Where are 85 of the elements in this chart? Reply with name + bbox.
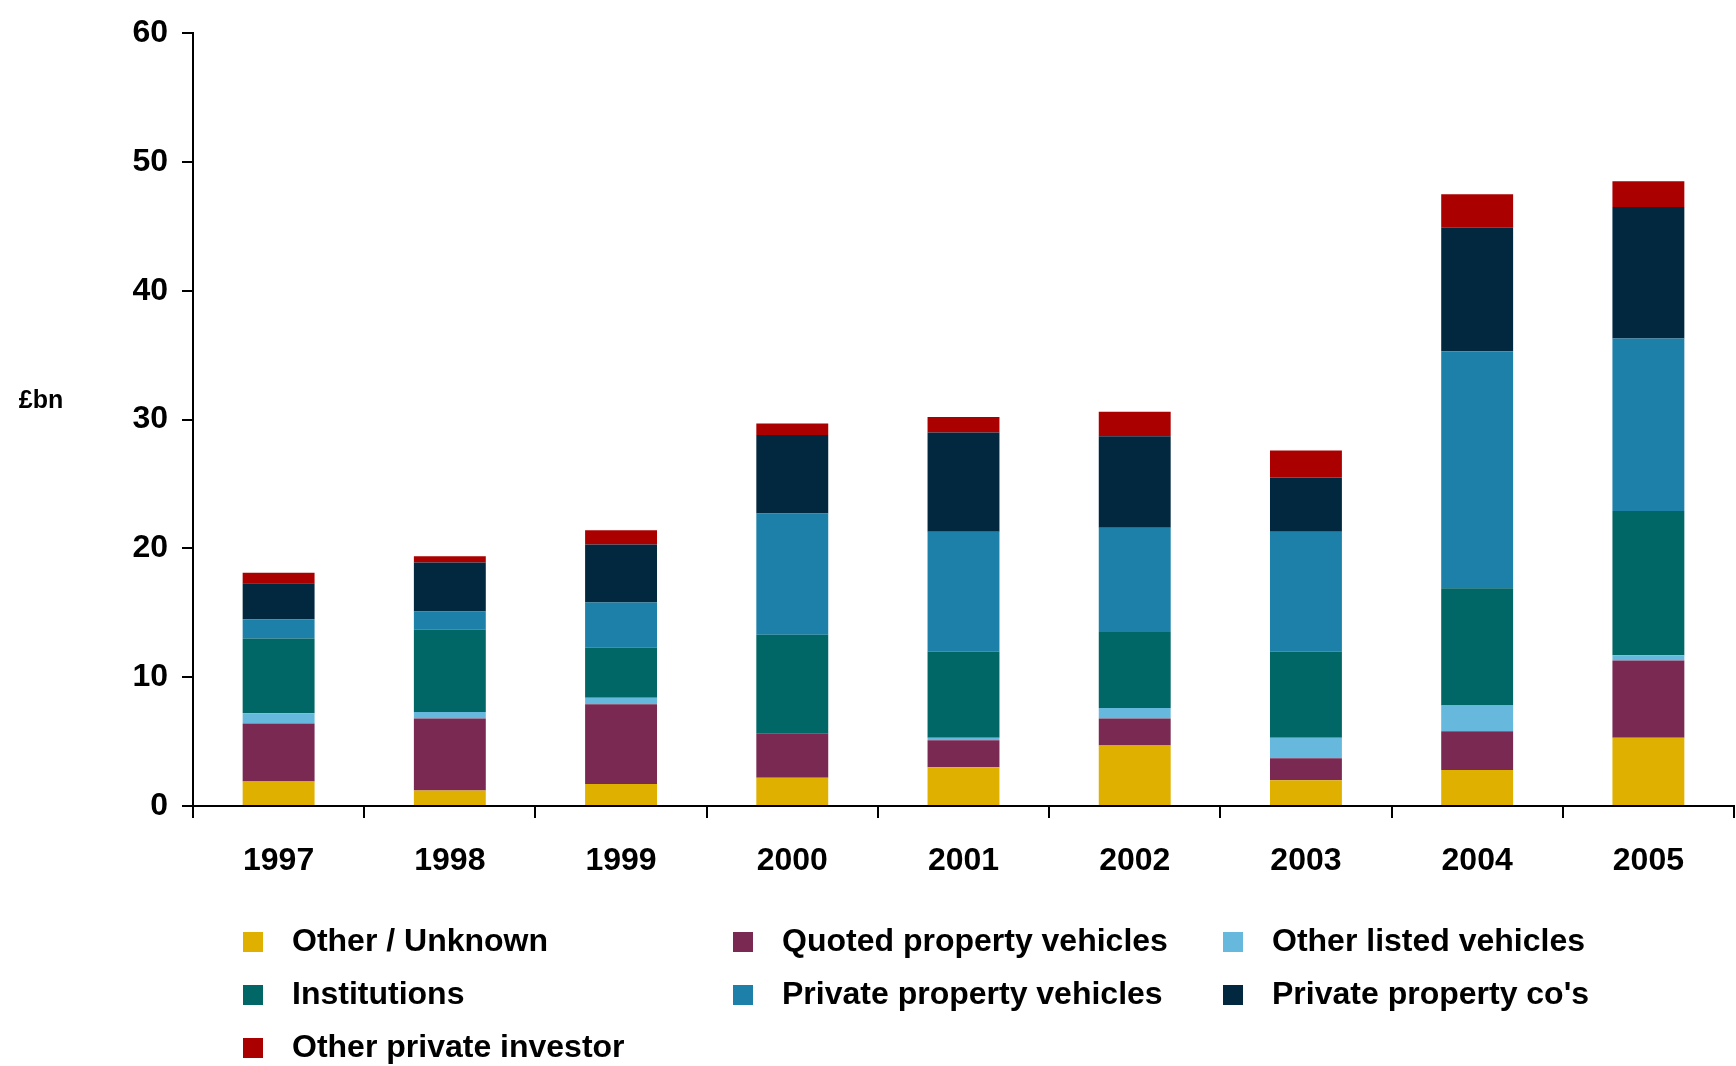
bar — [927, 417, 1000, 433]
bar — [1098, 527, 1171, 633]
bar — [756, 777, 829, 805]
bar — [1269, 651, 1342, 738]
bar — [1098, 632, 1171, 709]
bar — [585, 530, 658, 545]
legend-label: Other / Unknown — [292, 921, 548, 958]
x-tick-label: 1998 — [414, 841, 486, 878]
y-tick-label: 30 — [132, 399, 168, 436]
legend-label: Quoted property vehicles — [782, 921, 1168, 958]
x-tick-label: 2000 — [756, 841, 828, 878]
bar — [756, 435, 829, 514]
bar — [1612, 207, 1685, 339]
x-tick-label: 2005 — [1612, 841, 1684, 878]
bar — [1098, 718, 1171, 746]
bar — [1441, 705, 1514, 732]
y-tick-label: 40 — [132, 270, 168, 307]
bar — [1269, 450, 1342, 478]
bar — [242, 723, 315, 782]
bar — [927, 740, 1000, 768]
y-axis-title: £bn — [18, 385, 64, 414]
bar — [927, 432, 1000, 532]
legend-label: Other listed vehicles — [1272, 921, 1586, 958]
bar — [1441, 769, 1514, 805]
y-tick-label: 50 — [132, 141, 168, 178]
bar — [413, 611, 486, 630]
legend-label: Institutions — [292, 974, 465, 1011]
bar — [1441, 588, 1514, 706]
y-tick-label: 0 — [150, 785, 168, 822]
legend-label: Private property vehicles — [782, 974, 1163, 1011]
bar — [927, 767, 1000, 805]
x-tick-label: 1997 — [243, 841, 315, 878]
bar — [1612, 338, 1685, 512]
legend-label: Private property co's — [1272, 974, 1590, 1011]
x-tick-label: 2002 — [1099, 841, 1171, 878]
bar — [1098, 708, 1171, 719]
bar — [1612, 737, 1685, 805]
bar — [242, 713, 315, 724]
bar — [927, 531, 1000, 652]
bar — [585, 784, 658, 805]
bar — [585, 704, 658, 785]
y-tick-label: 60 — [132, 13, 168, 50]
bar — [927, 651, 1000, 738]
bar — [585, 647, 658, 698]
x-tick-label: 2003 — [1270, 841, 1342, 878]
bar — [1441, 731, 1514, 770]
bar — [413, 562, 486, 612]
bar — [1441, 194, 1514, 228]
legend-label: Other private investor — [292, 1027, 625, 1064]
x-tick-label: 2001 — [927, 841, 1000, 878]
bar — [242, 781, 315, 805]
bar — [756, 513, 829, 635]
y-tick-label: 20 — [132, 528, 168, 565]
bar — [1612, 511, 1685, 656]
bar — [242, 572, 315, 584]
bar — [1098, 745, 1171, 805]
bar — [1612, 660, 1685, 738]
bar — [242, 583, 315, 620]
bar — [1269, 531, 1342, 652]
bar — [413, 790, 486, 805]
bar — [756, 423, 829, 436]
bar — [756, 733, 829, 778]
bar — [1612, 181, 1685, 208]
bar — [1612, 655, 1685, 661]
bar — [1269, 477, 1342, 532]
x-tick-label: 1999 — [585, 841, 657, 878]
bar — [1269, 758, 1342, 781]
y-tick-label: 10 — [132, 657, 168, 694]
x-tick-label: 2004 — [1441, 841, 1513, 878]
bar — [413, 718, 486, 791]
bar — [413, 711, 486, 719]
bar — [585, 602, 658, 648]
bar — [756, 634, 829, 734]
bar — [1269, 780, 1342, 805]
bar — [413, 556, 486, 563]
bar — [1441, 351, 1514, 589]
bar — [242, 638, 315, 714]
bar — [242, 619, 315, 639]
bar — [1098, 436, 1171, 528]
bar — [1098, 411, 1171, 437]
bar — [1441, 227, 1514, 352]
bar — [413, 629, 486, 712]
bar — [585, 544, 658, 603]
bar — [585, 697, 658, 705]
bar — [1269, 737, 1342, 759]
